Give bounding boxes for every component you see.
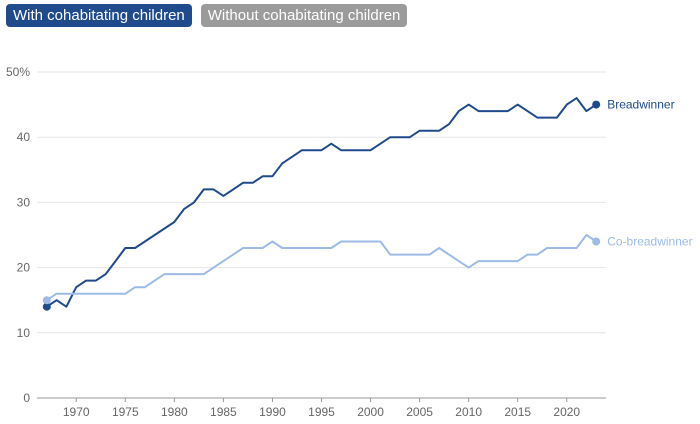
y-tick-label: 30	[17, 195, 31, 209]
x-tick-label: 1980	[161, 405, 188, 419]
co-breadwinner-start-point	[42, 296, 51, 305]
breadwinner-series-label: Breadwinner	[607, 98, 674, 112]
x-tick-label: 1975	[112, 405, 139, 419]
x-axis-ticks: 1970 1975 1980 1985 1990 1995 2000 2005 2010 2015…	[63, 398, 580, 419]
tab-with-cohabitating-children[interactable]: With cohabitating children	[6, 4, 192, 27]
x-tick-label: 2000	[357, 405, 384, 419]
chart-tabs: With cohabitating children Without cohab…	[6, 4, 408, 27]
y-tick-label: 50%	[6, 65, 30, 79]
y-tick-label: 40	[17, 130, 31, 144]
y-tick-label: 20	[17, 261, 31, 275]
co-breadwinner-series-label: Co-breadwinner	[607, 235, 692, 249]
x-tick-label: 2015	[504, 405, 531, 419]
x-tick-label: 2020	[553, 405, 580, 419]
co-breadwinner-end-point	[592, 237, 601, 246]
breadwinner-start-point	[42, 302, 51, 311]
x-tick-label: 1970	[63, 405, 90, 419]
breadwinner-end-point	[592, 100, 601, 109]
breadwinner-line	[46, 97, 597, 308]
series-lines: Breadwinner Co-breadwinner	[42, 97, 693, 311]
x-tick-label: 1995	[308, 405, 335, 419]
y-tick-label: 0	[23, 391, 30, 405]
grid-lines	[37, 71, 606, 399]
co-breadwinner-line	[46, 234, 597, 302]
x-tick-label: 1990	[259, 405, 286, 419]
y-tick-label: 10	[17, 326, 31, 340]
y-axis-ticks: 0 10 20 30 40 50%	[6, 65, 30, 405]
x-tick-label: 2010	[455, 405, 482, 419]
tab-without-cohabitating-children[interactable]: Without cohabitating children	[200, 4, 408, 27]
x-tick-label: 1985	[210, 405, 237, 419]
x-tick-label: 2005	[406, 405, 433, 419]
